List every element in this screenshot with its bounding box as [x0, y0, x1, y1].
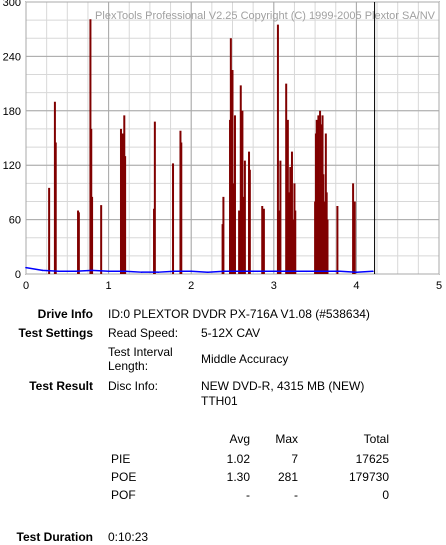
row-avg-pie: 1.02: [226, 452, 250, 466]
read-speed-label: Read Speed:: [108, 326, 179, 340]
col-header-avg: Avg: [229, 432, 250, 446]
test-interval-label-line1: Test Interval: [108, 345, 173, 359]
pie-point: [256, 270, 259, 273]
disc-info-label: Disc Info:: [108, 379, 159, 393]
row-avg-poe: 1.30: [226, 470, 250, 484]
test-duration-value: 0:10:23: [108, 530, 149, 544]
y-tick-label: 120: [3, 160, 21, 172]
pie-point: [322, 270, 325, 273]
pie-point: [306, 270, 308, 273]
pie-point: [289, 270, 292, 273]
pie-point: [157, 271, 159, 273]
pie-point: [91, 269, 93, 272]
test-interval-label-line2: Length:: [108, 359, 149, 373]
y-tick-label: 240: [3, 51, 21, 63]
test-duration-label: Test Duration: [16, 530, 93, 544]
row-name-pof: POF: [111, 488, 136, 502]
x-tick-label: 4: [353, 280, 359, 292]
pie-line: [25, 266, 373, 273]
pie-point: [41, 269, 44, 272]
drive-info-value: ID:0 PLEXTOR DVDR PX-716A V1.08 (#538634…: [108, 307, 370, 321]
row-total-pie: 17625: [355, 452, 389, 466]
x-tick-label: 0: [23, 280, 29, 292]
row-max-poe: 281: [277, 470, 298, 484]
read-speed-value: 5-12X CAV: [201, 326, 261, 340]
y-tick-label: 0: [15, 269, 21, 281]
pie-point: [74, 270, 77, 273]
x-tick-label: 1: [106, 280, 112, 292]
test-settings-label: Test Settings: [18, 326, 93, 340]
pie-point: [355, 271, 358, 273]
x-tick-label: 3: [271, 280, 277, 292]
pie-point: [223, 270, 226, 273]
row-max-pie: 7: [291, 452, 298, 466]
pie-point: [58, 270, 60, 273]
pie-point: [124, 270, 126, 273]
test-interval-value: Middle Accuracy: [201, 352, 289, 366]
error-chart: PlexTools Professional V2.25 Copyright (…: [3, 0, 442, 292]
row-name-pie: PIE: [111, 452, 131, 466]
x-tick-label: 2: [188, 280, 194, 292]
pie-point: [206, 271, 209, 273]
row-total-poe: 179730: [348, 470, 389, 484]
pie-point: [107, 270, 110, 273]
row-avg-pof: -: [246, 488, 250, 502]
row-max-pof: -: [294, 488, 298, 502]
pie-point: [273, 270, 275, 273]
col-header-max: Max: [275, 432, 298, 446]
chart-title: PlexTools Professional V2.25 Copyright (…: [95, 10, 436, 22]
pie-point: [140, 271, 143, 273]
pie-point: [372, 270, 374, 273]
drive-info-label: Drive Info: [37, 307, 93, 321]
pie-point: [339, 270, 341, 273]
pie-point: [25, 266, 27, 269]
x-tick-label: 5: [436, 280, 442, 292]
pie-point: [239, 270, 242, 273]
y-tick-label: 180: [3, 106, 21, 118]
disc-info-id: TTH01: [201, 394, 238, 408]
pie-point: [173, 270, 176, 273]
col-header-total: Total: [363, 432, 389, 446]
disc-info-value: NEW DVD-R, 4315 MB (NEW): [201, 379, 365, 393]
test-result-label: Test Result: [29, 379, 93, 393]
row-name-poe: POE: [111, 470, 137, 484]
y-tick-label: 300: [3, 0, 21, 9]
y-tick-label: 60: [9, 215, 21, 227]
pie-point: [190, 270, 192, 273]
row-total-pof: 0: [382, 488, 389, 502]
